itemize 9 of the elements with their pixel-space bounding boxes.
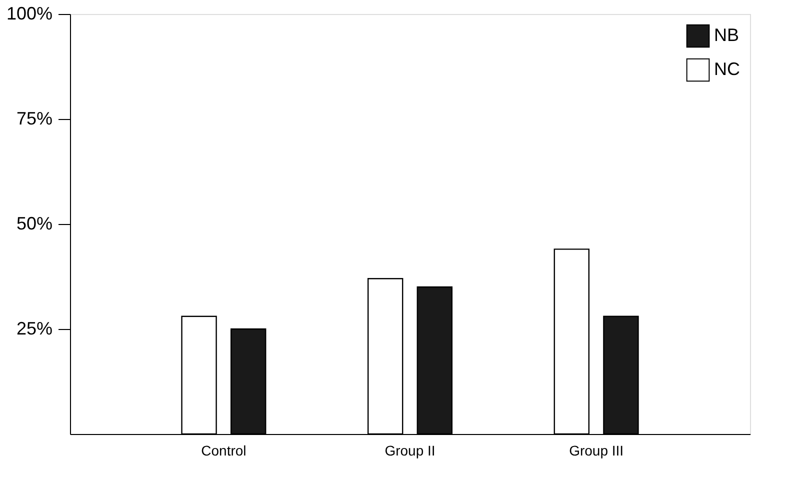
legend-label: NB <box>714 25 740 45</box>
y-tick-label: 75% <box>16 108 52 128</box>
y-tick-label: 25% <box>16 318 52 338</box>
y-tick-label: 100% <box>6 4 52 24</box>
x-tick-label: Group III <box>569 442 624 458</box>
x-tick-label: Group II <box>384 442 436 458</box>
legend-label: NC <box>714 59 740 79</box>
x-tick-label: Control <box>201 442 246 458</box>
y-tick-label: 50% <box>16 214 52 234</box>
